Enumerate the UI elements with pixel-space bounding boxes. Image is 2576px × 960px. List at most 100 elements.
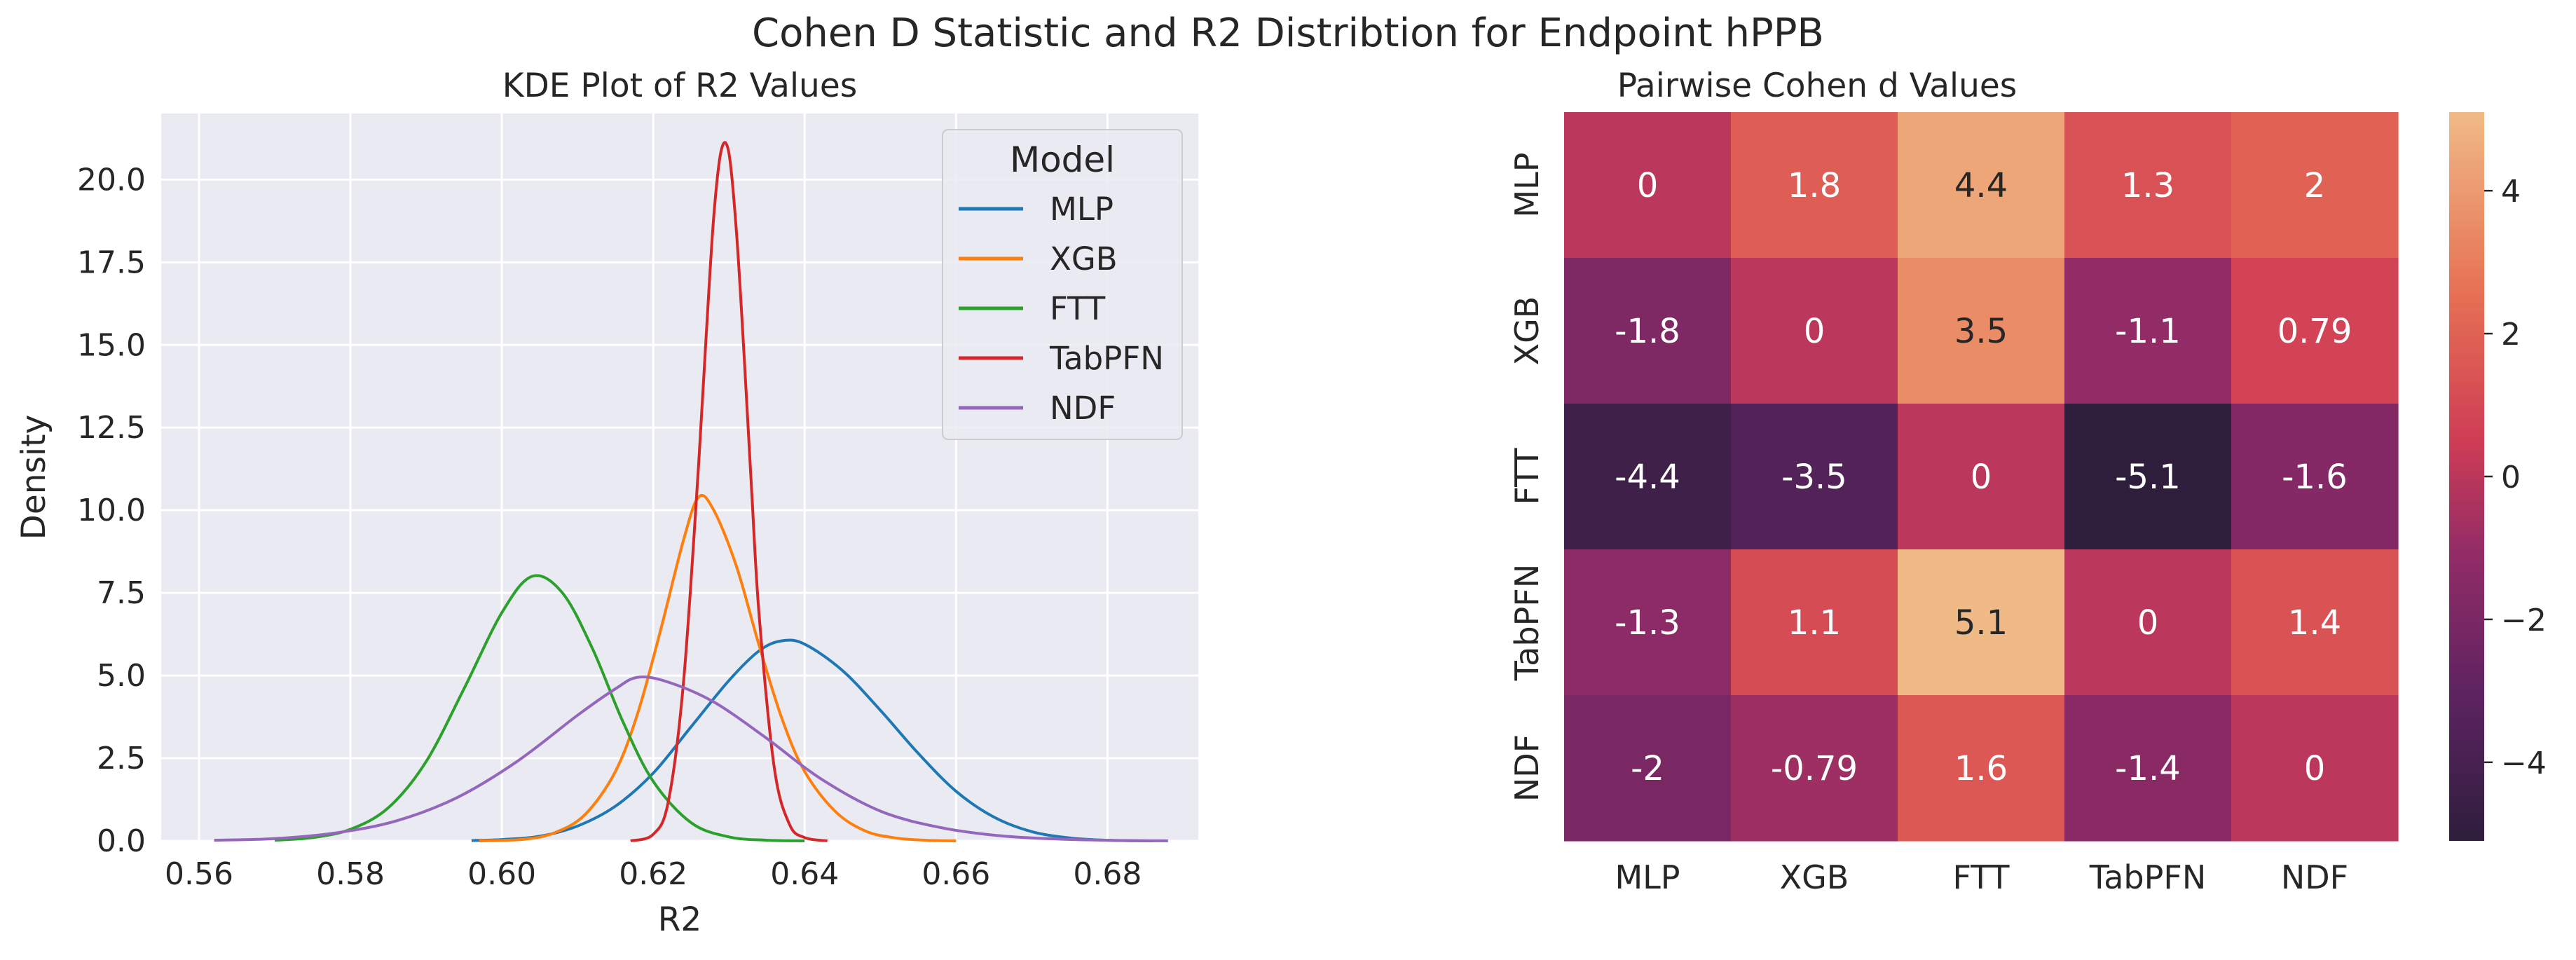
kde-gridlines — [161, 114, 1198, 842]
heatmap-col-label: TabPFN — [2089, 858, 2206, 896]
legend-label: XGB — [1050, 240, 1118, 277]
heatmap-row-label: FTT — [1508, 448, 1546, 505]
heatmap-cell-label: 1.8 — [1788, 166, 1841, 205]
heatmap-cell — [2231, 112, 2399, 259]
kde-y-tick-label: 2.5 — [97, 741, 146, 776]
heatmap-cell-label: -5.1 — [2115, 458, 2181, 497]
heatmap-cell — [2064, 258, 2232, 404]
kde-x-tick-label: 0.66 — [922, 856, 990, 892]
heatmap-row-label: XGB — [1508, 296, 1546, 366]
colorbar-tick-label: 2 — [2501, 317, 2521, 352]
heatmap-cell — [1564, 695, 1732, 842]
colorbar-tick-label: −4 — [2501, 746, 2547, 781]
kde-y-tick-label: 12.5 — [77, 410, 146, 446]
legend-label: MLP — [1050, 191, 1114, 228]
kde-series-lines — [214, 141, 1168, 842]
kde-y-tick-label: 10.0 — [77, 493, 146, 528]
heatmap-cell-label: -3.5 — [1781, 458, 1847, 497]
kde-title: KDE Plot of R2 Values — [502, 67, 857, 105]
heatmap-cell-label: -1.3 — [1615, 603, 1680, 643]
heatmap-title: Pairwise Cohen d Values — [1617, 67, 2017, 105]
heatmap-row-label: NDF — [1508, 734, 1546, 802]
kde-x-tick-label: 0.68 — [1073, 856, 1142, 892]
kde-x-tick-label: 0.60 — [467, 856, 536, 892]
figure-title: Cohen D Statistic and R2 Distribtion for… — [752, 11, 1824, 56]
kde-series-line-xgb — [479, 493, 957, 842]
heatmap-cell — [2064, 112, 2232, 259]
heatmap-cell — [1564, 549, 1732, 696]
heatmap-cell-label: 0 — [1804, 312, 1825, 351]
heatmap-cell-label: -1.6 — [2282, 458, 2348, 497]
heatmap-cell — [2064, 695, 2232, 842]
kde-legend: Model MLP XGB FTT TabPFN NDF — [942, 129, 1183, 440]
heatmap-cell — [1731, 112, 1898, 259]
heatmap-cell-label: 1.6 — [1954, 749, 2008, 788]
heatmap-cell-label: 3.5 — [1954, 312, 2008, 351]
heatmap-cell — [1898, 112, 2065, 259]
heatmap-row-label: MLP — [1508, 152, 1546, 217]
heatmap-cell — [1731, 695, 1898, 842]
heatmap-cell — [2064, 549, 2232, 696]
kde-y-tick-label: 7.5 — [97, 575, 146, 611]
heatmap-cell — [1731, 549, 1898, 696]
kde-x-axis-label: R2 — [658, 900, 702, 939]
heatmap-cell — [2231, 695, 2399, 842]
kde-x-tick-label: 0.56 — [165, 856, 233, 892]
heatmap-cell-label: 0.79 — [2277, 312, 2352, 351]
colorbar-gradient — [2449, 112, 2484, 841]
colorbar-tick-label: −2 — [2501, 603, 2547, 638]
heatmap-cell-label: 0 — [2304, 749, 2326, 788]
heatmap-cell — [1564, 404, 1732, 550]
heatmap-cell-label: 4.4 — [1954, 166, 2008, 205]
heatmap-cell — [1898, 404, 2065, 550]
heatmap-cell — [1731, 404, 1898, 550]
heatmap-cell — [1898, 695, 2065, 842]
heatmap-cell — [1564, 258, 1732, 404]
heatmap-row-label: TabPFN — [1508, 564, 1546, 681]
kde-x-tick-label: 0.62 — [619, 856, 687, 892]
kde-y-tick-label: 17.5 — [77, 245, 146, 280]
legend-label: TabPFN — [1049, 340, 1164, 377]
heatmap-row-labels: MLP XGB FTT TabPFN NDF — [1508, 152, 1546, 802]
heatmap-cell-label: -4.4 — [1615, 458, 1680, 497]
kde-x-tick-label: 0.64 — [770, 856, 839, 892]
heatmap-cell-label: -2 — [1631, 749, 1664, 788]
kde-series-line-ndf — [214, 676, 1168, 842]
heatmap-cell — [2231, 404, 2399, 550]
kde-x-tick-label: 0.58 — [316, 856, 385, 892]
heatmap-cell — [2231, 549, 2399, 696]
heatmap-cell-label: 2 — [2304, 166, 2326, 205]
heatmap-cell — [1564, 112, 1732, 259]
heatmap-chart: Pairwise Cohen d Values 0 1.8 4.4 1.3 2-1.8 0… — [1508, 67, 2547, 896]
legend-title: Model — [1010, 139, 1115, 180]
heatmap-cell — [1898, 549, 2065, 696]
kde-chart: KDE Plot of R2 Values 0.56 0.58 0.60 0.62 0.… — [15, 67, 1198, 939]
heatmap-cell — [1731, 258, 1898, 404]
heatmap-cell-label: 0 — [1637, 166, 1659, 205]
heatmap-cell-label: 1.1 — [1788, 603, 1841, 643]
heatmap-cell-labels: 0 1.8 4.4 1.3 2 -1.8 0 3.5 -1.1 0.79 -4.4 -3.5 0 -5.1… — [1615, 166, 2352, 788]
heatmap-cell-label: -1.1 — [2115, 312, 2181, 351]
heatmap-cell-label: 0 — [1971, 458, 1992, 497]
kde-y-tick-label: 5.0 — [97, 658, 146, 694]
kde-y-axis-label: Density — [15, 415, 53, 540]
colorbar-tick-label: 4 — [2501, 174, 2521, 210]
legend-label: FTT — [1050, 290, 1106, 327]
heatmap-cell — [2064, 404, 2232, 550]
heatmap-col-label: NDF — [2281, 858, 2348, 896]
heatmap-colorbar: −4 −2 0 2 4 — [2449, 112, 2547, 841]
heatmap-col-label: FTT — [1952, 858, 2010, 896]
kde-y-tick-label: 0.0 — [97, 823, 146, 859]
kde-series-line-ftt — [274, 574, 805, 842]
heatmap-cell-label: 1.3 — [2121, 166, 2174, 205]
kde-series-line-tabpfn — [630, 141, 828, 842]
kde-series-line-mlp — [471, 638, 1153, 842]
legend-label: NDF — [1050, 390, 1116, 427]
heatmap-cell — [2231, 258, 2399, 404]
heatmap-col-label: MLP — [1615, 858, 1680, 896]
heatmap-cell-label: -0.79 — [1771, 749, 1858, 788]
heatmap-cells — [1564, 112, 2399, 842]
heatmap-cell — [1898, 258, 2065, 404]
